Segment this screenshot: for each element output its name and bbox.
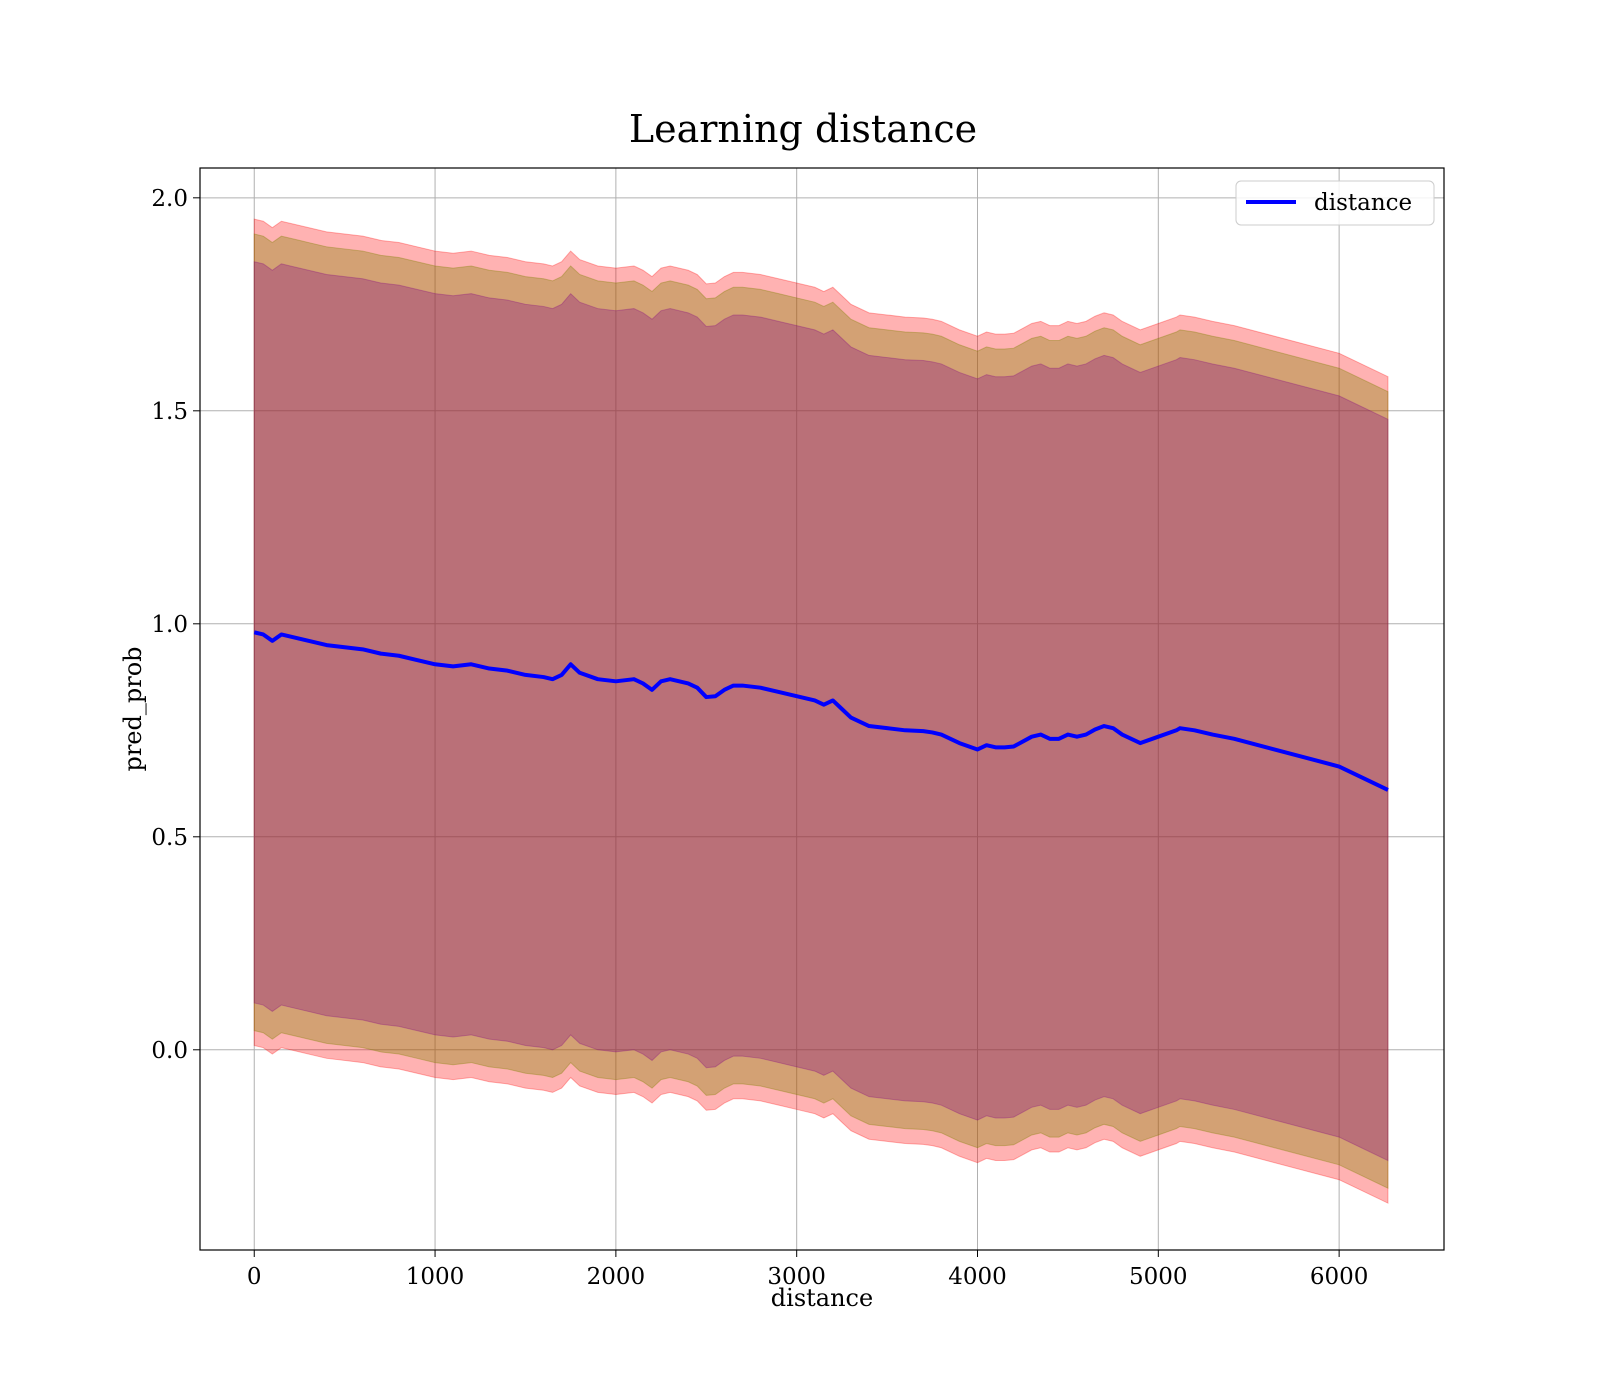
confidence-band <box>253 218 1389 1204</box>
x-tick-label: 5000 <box>1129 1264 1188 1290</box>
confidence-band <box>253 233 1389 1190</box>
chart-title: Learning distance <box>629 107 977 151</box>
x-axis-label: distance <box>771 1284 873 1312</box>
x-tick-label: 1000 <box>406 1264 465 1290</box>
legend-label-distance: distance <box>1314 190 1412 216</box>
y-ticks: 0.0 0.5 1.0 1.5 2.0 <box>151 186 200 1064</box>
y-axis-label: pred_prob <box>119 646 147 771</box>
x-tick-label: 4000 <box>948 1264 1007 1290</box>
x-tick-label: 3000 <box>767 1264 826 1290</box>
confidence-band <box>253 261 1389 1162</box>
confidence-bands <box>253 218 1389 1204</box>
y-tick-label: 2.0 <box>151 186 188 212</box>
legend-box <box>1235 180 1435 226</box>
y-tick-label: 0.5 <box>151 825 188 851</box>
plot-frame <box>199 167 1445 1251</box>
y-tick-label: 1.5 <box>151 399 188 425</box>
series-line-distance <box>253 630 1389 792</box>
x-tick-label: 2000 <box>587 1264 646 1290</box>
y-tick-label: 1.0 <box>151 612 188 638</box>
x-ticks: 0 1000 2000 3000 4000 5000 6000 <box>247 1250 1368 1290</box>
grid-layer <box>200 168 1444 1250</box>
x-tick-label: 6000 <box>1310 1264 1369 1290</box>
series-lines <box>253 630 1389 792</box>
legend: distance <box>1235 180 1435 226</box>
x-tick-label: 0 <box>247 1264 262 1290</box>
y-tick-label: 0.0 <box>151 1038 188 1064</box>
